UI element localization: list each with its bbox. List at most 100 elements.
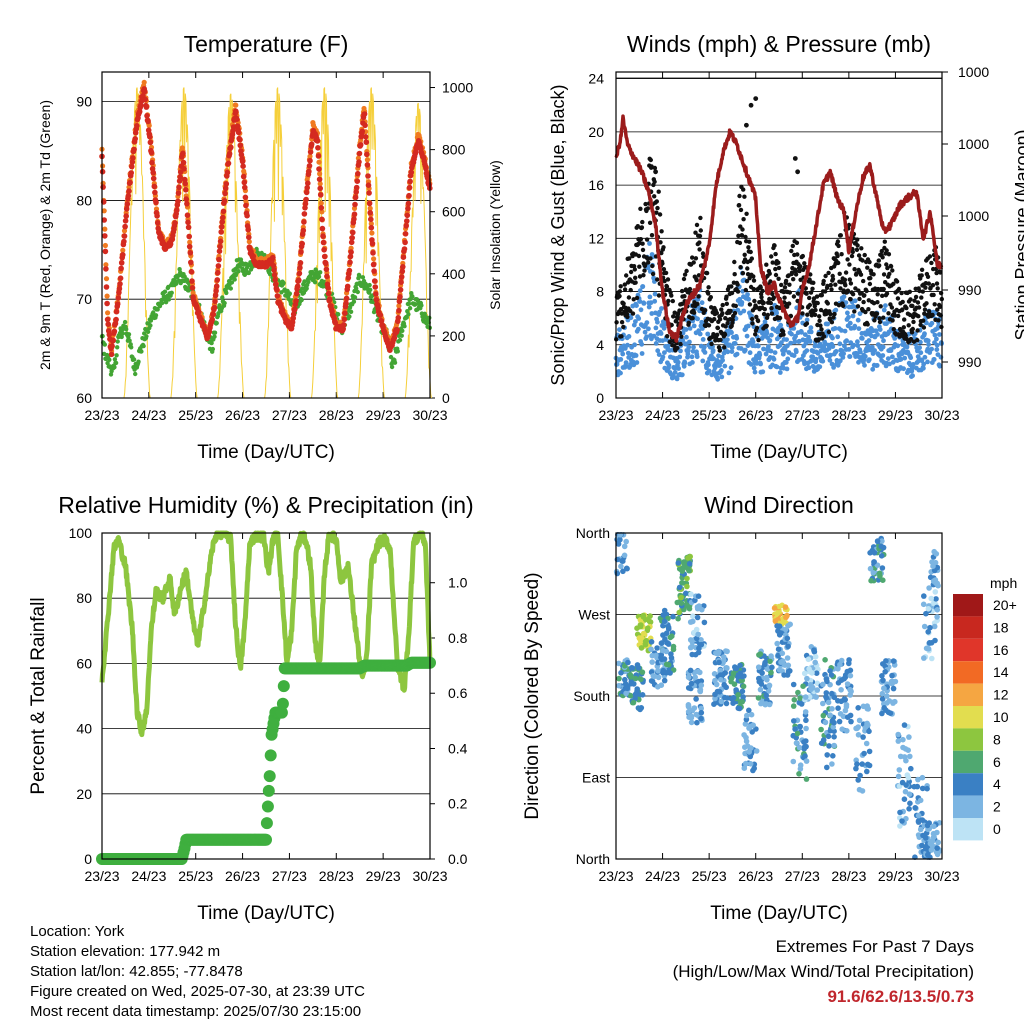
gust-point <box>691 260 696 265</box>
dewpoint-2m-point <box>422 311 427 316</box>
temperature-2m-point <box>395 314 402 321</box>
wind-point <box>720 357 725 363</box>
temperature-2m-point <box>127 179 133 186</box>
gust-point <box>664 284 670 289</box>
wind-point <box>895 343 901 349</box>
direction-point <box>876 570 883 577</box>
temperature-2m-point <box>188 259 194 266</box>
wind-point <box>675 359 681 365</box>
temperature-2m-point <box>293 290 300 297</box>
gust-point <box>622 287 628 292</box>
gust-point <box>745 266 750 271</box>
direction-point <box>822 657 828 663</box>
gust-point <box>640 241 645 246</box>
direction-point <box>697 686 704 693</box>
wind-point <box>846 314 851 320</box>
gust-point <box>825 301 830 306</box>
direction-point <box>841 676 847 682</box>
dewpoint-2m-point <box>281 280 286 286</box>
direction-point <box>662 636 668 643</box>
dewpoint-2m-point <box>299 297 304 303</box>
direction-point <box>741 732 747 738</box>
temperature-2m-point <box>104 300 110 307</box>
wind-point <box>662 350 667 355</box>
gust-point <box>756 337 761 343</box>
gust-point <box>881 272 887 277</box>
gust-point <box>817 314 822 319</box>
winds-panel: Winds (mph) & Pressure (mb)Time (Day/UTC… <box>548 31 1024 463</box>
gust-point <box>691 310 697 315</box>
gust-point <box>929 260 934 266</box>
gust-point <box>638 237 643 242</box>
gust-point <box>907 289 912 294</box>
wind-point <box>808 325 814 331</box>
dewpoint-2m-point <box>399 333 404 338</box>
wind-point <box>817 364 823 370</box>
wind-point <box>830 335 835 341</box>
wind-point <box>921 361 927 367</box>
direction-point <box>654 645 660 651</box>
wind-point <box>761 346 766 352</box>
gust-point <box>758 285 763 290</box>
temperature-2m-point <box>397 294 403 300</box>
direction-point <box>782 626 789 633</box>
wind-point <box>870 366 876 372</box>
gust-point <box>779 282 784 288</box>
x-tick-label: 26/23 <box>225 868 260 884</box>
gust-point <box>712 317 717 322</box>
wind-point <box>784 366 790 372</box>
wind-point <box>648 300 654 306</box>
gust-point <box>626 295 632 300</box>
wind-point <box>694 354 700 360</box>
wind-point <box>885 356 891 361</box>
wind-point <box>649 311 655 316</box>
temperature-2m-point <box>221 198 228 204</box>
temperature-2m-point <box>406 192 412 199</box>
dewpoint-2m-point <box>410 294 415 299</box>
gust-point <box>648 256 653 261</box>
direction-point <box>755 664 762 670</box>
y-tick-label: 8 <box>596 284 604 300</box>
gust-point <box>855 304 861 309</box>
y-tick-label: 70 <box>76 291 92 307</box>
temperature-2m-point <box>404 218 410 224</box>
dewpoint-2m-point <box>246 270 251 276</box>
gust-point <box>849 253 855 259</box>
direction-point <box>803 738 809 744</box>
gust-point <box>923 285 928 290</box>
gust-point <box>679 334 684 339</box>
gust-point <box>899 290 904 296</box>
gust-point <box>643 201 648 207</box>
direction-point <box>829 718 836 724</box>
wind-point <box>846 347 852 352</box>
temperature-2m-point <box>300 227 307 234</box>
x-tick-label: 26/23 <box>225 407 260 423</box>
gust-point <box>919 273 924 278</box>
dewpoint-2m-point <box>427 315 432 320</box>
wind-point <box>666 362 672 368</box>
gust-point <box>697 247 702 252</box>
temperature-2m-point <box>215 263 222 269</box>
gust-point <box>843 283 848 288</box>
direction-point <box>670 646 677 653</box>
direction-point <box>783 614 789 621</box>
direction-point <box>871 550 878 556</box>
gust-point <box>858 272 864 277</box>
direction-point <box>865 761 871 768</box>
gust-point <box>791 294 797 299</box>
direction-point <box>802 694 809 700</box>
wind-point <box>646 326 651 332</box>
gust-point <box>908 297 913 302</box>
wind-point <box>862 362 867 368</box>
temperature-2m-point <box>223 181 230 187</box>
temperature-2m-point <box>243 202 249 209</box>
temperature-2m-point <box>152 189 158 196</box>
wind-point <box>785 356 791 362</box>
wind-point <box>684 334 689 340</box>
gust-point <box>886 311 891 316</box>
gust-point <box>739 233 745 238</box>
gust-point <box>812 312 818 317</box>
gust-point <box>794 240 800 245</box>
gust-point <box>877 319 883 325</box>
temperature-2m-point <box>131 146 137 153</box>
